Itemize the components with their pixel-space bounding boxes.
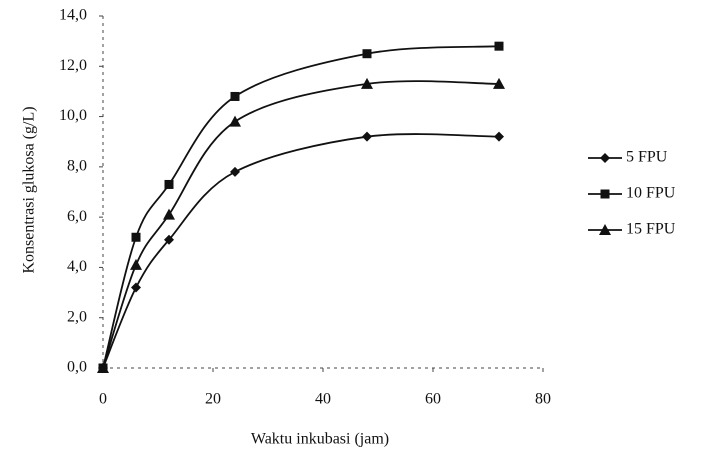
- series-line: [102, 45, 500, 369]
- y-axis-label: Konsentrasi glukosa (g/L): [21, 106, 38, 273]
- y-tick-label: 14,0: [59, 7, 87, 24]
- x-tick-label: 0: [99, 391, 107, 408]
- legend-label: 10 FPU: [626, 185, 676, 202]
- marker: [362, 131, 372, 142]
- marker: [164, 179, 174, 189]
- marker: [362, 49, 372, 59]
- legend-label: 15 FPU: [626, 221, 676, 238]
- legend-marker: [600, 153, 610, 163]
- legend-label: 5 FPU: [626, 149, 668, 166]
- legend-marker: [599, 224, 611, 235]
- marker: [361, 77, 373, 89]
- y-tick-label: 10,0: [59, 107, 87, 124]
- marker: [131, 282, 141, 293]
- x-tick-label: 60: [425, 391, 441, 408]
- x-tick-label: 20: [205, 391, 221, 408]
- marker: [97, 362, 109, 373]
- y-tick-label: 12,0: [59, 57, 87, 74]
- y-tick-label: 0,0: [67, 359, 87, 376]
- marker: [164, 234, 174, 245]
- series-line: [102, 133, 500, 369]
- y-tick-label: 4,0: [67, 258, 87, 275]
- y-tick-label: 2,0: [67, 308, 87, 325]
- marker: [230, 91, 240, 101]
- x-tick-label: 40: [315, 391, 331, 408]
- series-line: [102, 80, 500, 369]
- marker: [229, 115, 241, 127]
- marker: [494, 41, 504, 51]
- x-tick-label: 80: [535, 391, 551, 408]
- marker: [230, 166, 240, 177]
- marker: [130, 258, 142, 270]
- marker: [131, 232, 141, 242]
- x-axis-label: Waktu inkubasi (jam): [251, 431, 389, 448]
- y-tick-label: 8,0: [67, 158, 87, 175]
- marker: [163, 208, 175, 220]
- legend-marker: [600, 189, 610, 199]
- marker: [494, 131, 504, 142]
- y-tick-label: 6,0: [67, 208, 87, 225]
- marker: [493, 77, 505, 89]
